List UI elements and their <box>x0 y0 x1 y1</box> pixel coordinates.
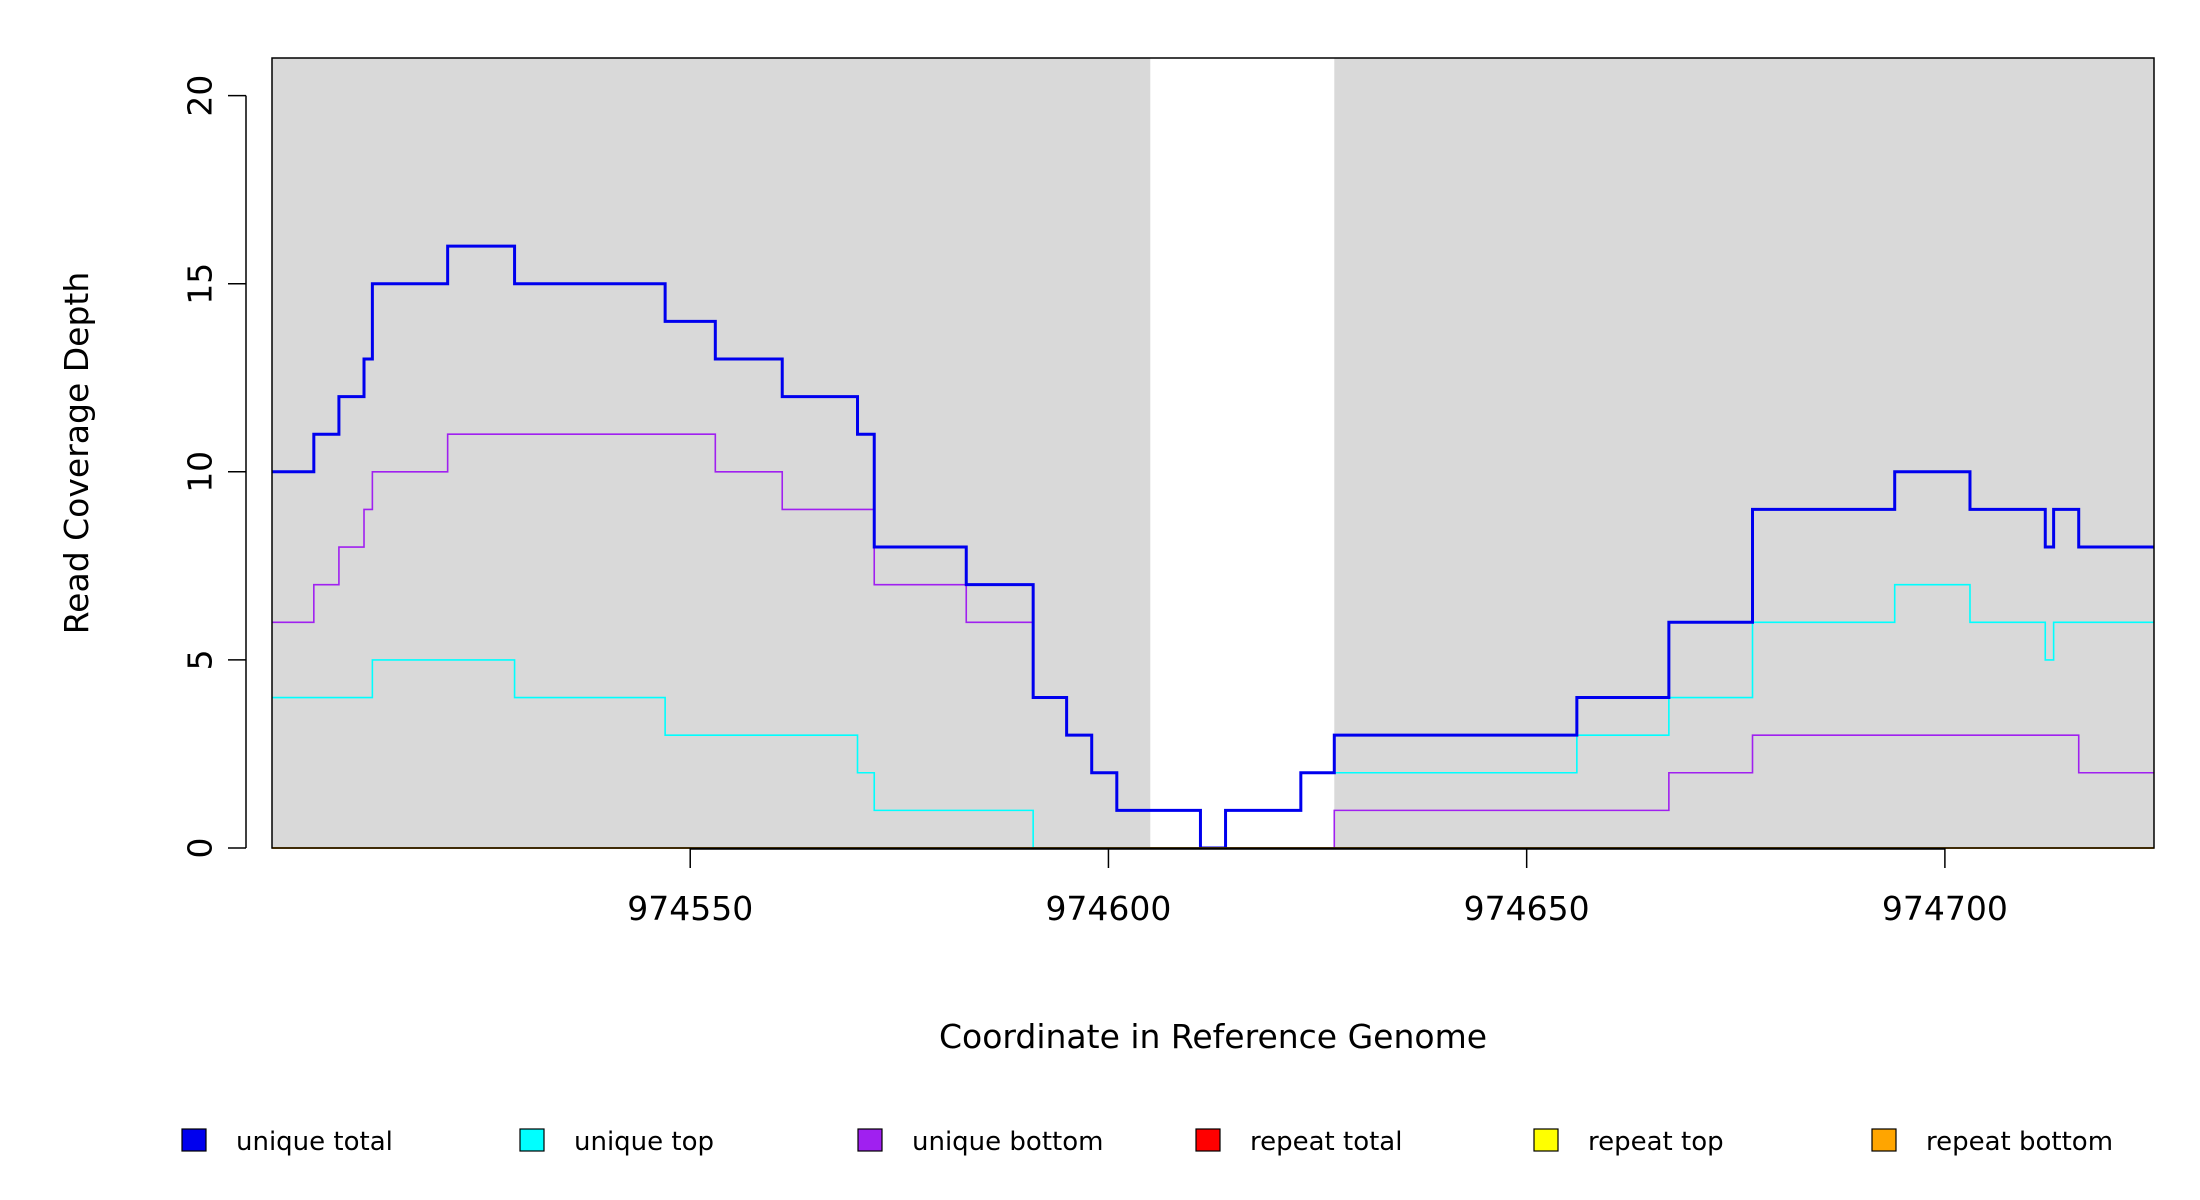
legend-swatch <box>1195 1128 1221 1152</box>
shaded-region-1 <box>1334 58 2154 848</box>
y-axis-title: Read Coverage Depth <box>57 272 96 635</box>
x-tick-label: 974700 <box>1882 889 2008 928</box>
legend-swatch <box>181 1128 207 1152</box>
plot-frame <box>271 57 2155 849</box>
y-axis: 0 5 10 15 20 <box>181 75 247 859</box>
legend-label: repeat bottom <box>1926 1127 2113 1157</box>
legend: unique total unique top unique bottom repea… <box>181 1127 2113 1157</box>
y-tick-label: 10 <box>181 451 220 493</box>
legend-label: unique bottom <box>912 1127 1103 1157</box>
y-tick-label: 15 <box>181 263 220 305</box>
legend-swatch <box>857 1128 883 1152</box>
legend-swatch <box>1533 1128 1559 1152</box>
legend-label: repeat top <box>1588 1127 1724 1157</box>
y-tick-label: 5 <box>181 649 220 670</box>
legend-label: repeat total <box>1250 1127 1402 1157</box>
legend-swatch <box>1871 1128 1897 1152</box>
y-tick-label: 0 <box>181 838 220 859</box>
legend-label: unique top <box>574 1127 714 1157</box>
shaded-region-0 <box>272 58 1151 848</box>
plot-background <box>272 58 2154 848</box>
x-tick-label: 974650 <box>1464 889 1590 928</box>
x-tick-label: 974600 <box>1045 889 1171 928</box>
y-tick-label: 20 <box>181 75 220 117</box>
series-line-unique-total <box>272 244 2154 850</box>
x-tick-label: 974550 <box>627 889 753 928</box>
legend-label: unique total <box>236 1127 393 1157</box>
x-axis: 974550 974600 974650 974700 <box>627 848 2008 928</box>
legend-swatch <box>519 1128 545 1152</box>
x-axis-title: Coordinate in Reference Genome <box>939 1017 1487 1056</box>
series-line-unique-bottom <box>272 433 2154 849</box>
